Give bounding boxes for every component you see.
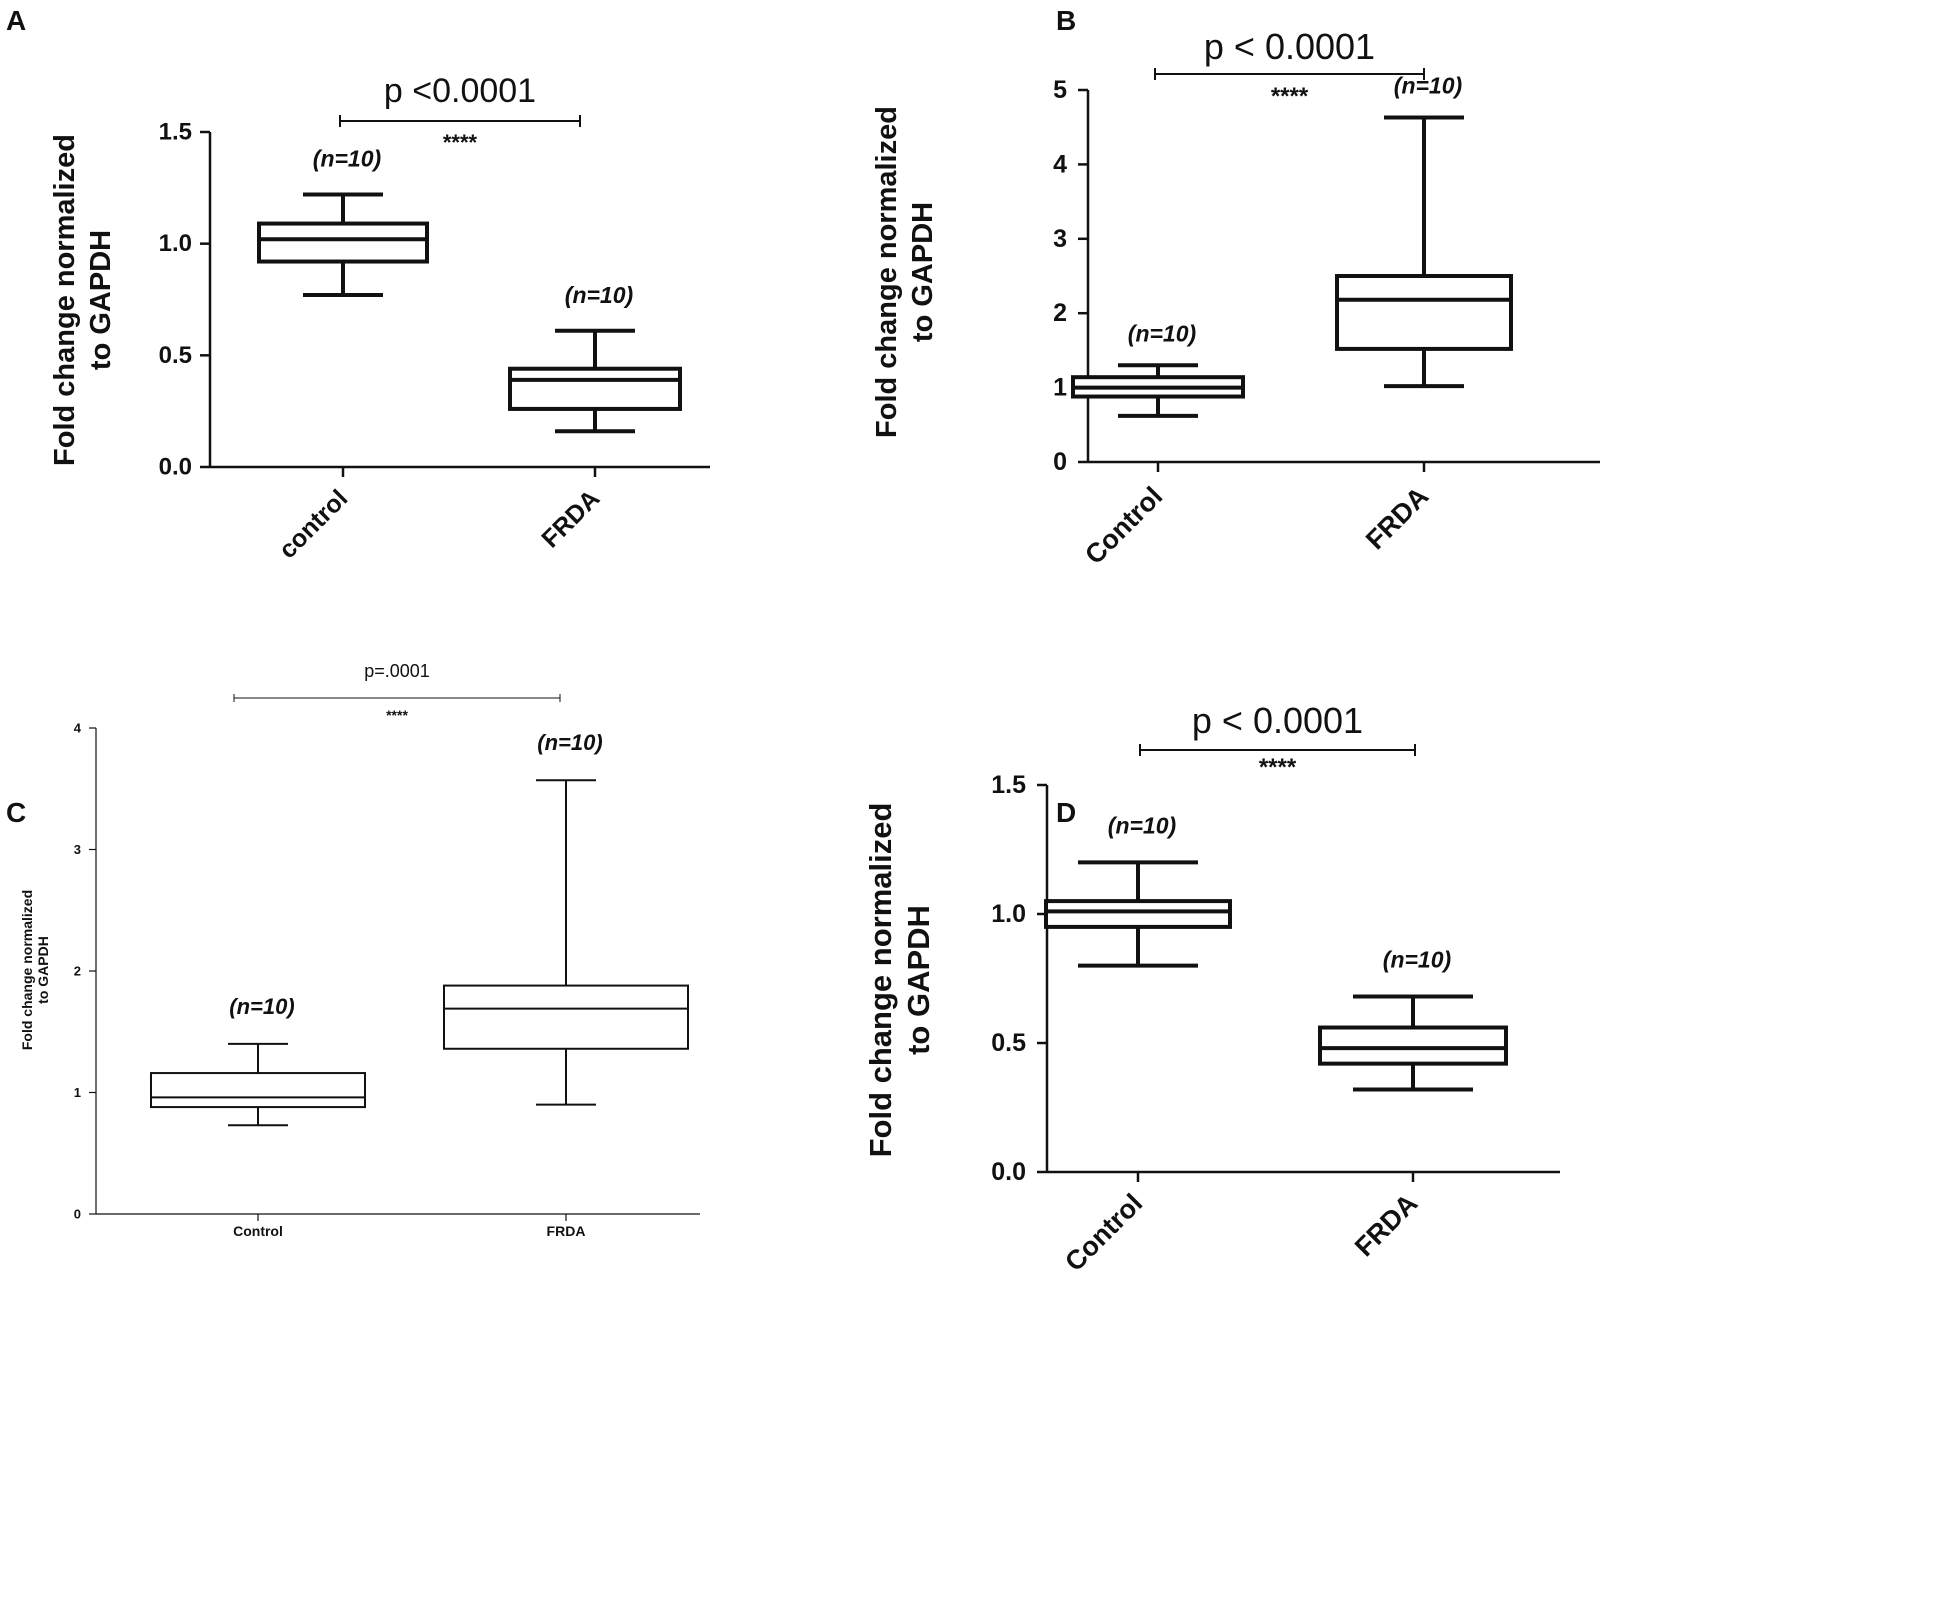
y-tick-label: 1.5 bbox=[991, 771, 1026, 799]
category-label: FRDA bbox=[1349, 1188, 1423, 1262]
category-label: FRDA bbox=[1360, 481, 1434, 555]
y-tick-label: 0.0 bbox=[991, 1158, 1026, 1186]
y-tick-label: 1 bbox=[74, 1085, 81, 1100]
chart-panel-c: 0 1 2 3 4 Fold change normalized to GAPDH Contr… bbox=[19, 661, 700, 1239]
box-iqr bbox=[1318, 1025, 1508, 1066]
y-tick-label: 2 bbox=[74, 964, 81, 979]
p-value-label: p <0.0001 bbox=[384, 72, 536, 110]
y-tick-label: 1.5 bbox=[159, 119, 192, 146]
y-axis-label-line2: to GAPDH bbox=[85, 230, 117, 370]
n-label: (n=10) bbox=[313, 146, 381, 172]
category-label: FRDA bbox=[547, 1223, 586, 1239]
box-iqr bbox=[257, 221, 429, 264]
box-iqr bbox=[1044, 899, 1232, 929]
n-label: (n=10) bbox=[1383, 947, 1451, 973]
y-axis-label-line2: to GAPDH bbox=[901, 905, 936, 1055]
category-label: Control bbox=[1059, 1188, 1148, 1277]
y-tick-label: 2 bbox=[1053, 299, 1067, 327]
y-axis-label-line1: Fold change normalized bbox=[49, 134, 81, 466]
panel-label-a: A bbox=[6, 5, 26, 36]
y-tick-label: 4 bbox=[74, 721, 82, 736]
y-tick-label: 1.0 bbox=[159, 230, 192, 257]
y-tick-label: 4 bbox=[1053, 150, 1067, 178]
y-tick-label: 0.0 bbox=[159, 454, 192, 481]
n-label: (n=10) bbox=[1394, 73, 1462, 99]
n-label: (n=10) bbox=[1108, 812, 1176, 838]
y-tick-label: 0.5 bbox=[991, 1029, 1026, 1057]
y-axis-label-line2: to GAPDH bbox=[35, 936, 51, 1004]
significance-stars: **** bbox=[443, 130, 478, 155]
box-iqr bbox=[150, 1072, 366, 1109]
significance-stars: **** bbox=[1271, 83, 1309, 110]
y-tick-label: 0.5 bbox=[159, 342, 192, 369]
box-iqr bbox=[1335, 274, 1513, 351]
panel-label-c: C bbox=[6, 797, 26, 828]
y-tick-label: 0 bbox=[74, 1207, 81, 1222]
y-tick-label: 3 bbox=[1053, 225, 1067, 253]
n-label: (n=10) bbox=[229, 994, 294, 1019]
y-axis-label-line1: Fold change normalized bbox=[863, 803, 898, 1158]
significance-stars: **** bbox=[1259, 754, 1297, 781]
panel-label-b: B bbox=[1056, 5, 1076, 36]
n-label: (n=10) bbox=[537, 730, 602, 755]
p-value-label: p < 0.0001 bbox=[1192, 700, 1363, 741]
y-tick-label: 1.0 bbox=[991, 900, 1026, 928]
y-tick-label: 3 bbox=[74, 842, 81, 857]
category-label: Control bbox=[233, 1223, 283, 1239]
chart-panel-d: 0.0 0.5 1.0 1.5 Fold change normalized to GAP… bbox=[863, 700, 1560, 1277]
y-axis-label-line1: Fold change normalized bbox=[871, 106, 903, 438]
category-label: FRDA bbox=[536, 484, 605, 553]
chart-panel-b: 0 1 2 3 4 5 Fold change normalized to GAPDH Cont… bbox=[871, 26, 1600, 570]
box-iqr bbox=[443, 984, 689, 1050]
category-label: control bbox=[274, 484, 354, 564]
y-axis-label-line1: Fold change normalized bbox=[19, 890, 35, 1050]
chart-panel-a: 0.0 0.5 1.0 1.5 Fold change normalized to GAP… bbox=[49, 72, 710, 564]
significance-stars: **** bbox=[386, 707, 408, 723]
p-value-label: p=.0001 bbox=[364, 661, 430, 681]
y-tick-label: 5 bbox=[1053, 76, 1067, 104]
y-tick-label: 1 bbox=[1053, 374, 1067, 402]
panel-label-d: D bbox=[1056, 797, 1076, 828]
y-tick-label: 0 bbox=[1053, 448, 1067, 476]
p-value-label: p < 0.0001 bbox=[1204, 26, 1375, 67]
n-label: (n=10) bbox=[1128, 320, 1196, 346]
n-label: (n=10) bbox=[565, 282, 633, 308]
y-axis-label-line2: to GAPDH bbox=[907, 202, 939, 342]
box-iqr bbox=[508, 366, 682, 411]
category-label: Control bbox=[1079, 481, 1168, 570]
